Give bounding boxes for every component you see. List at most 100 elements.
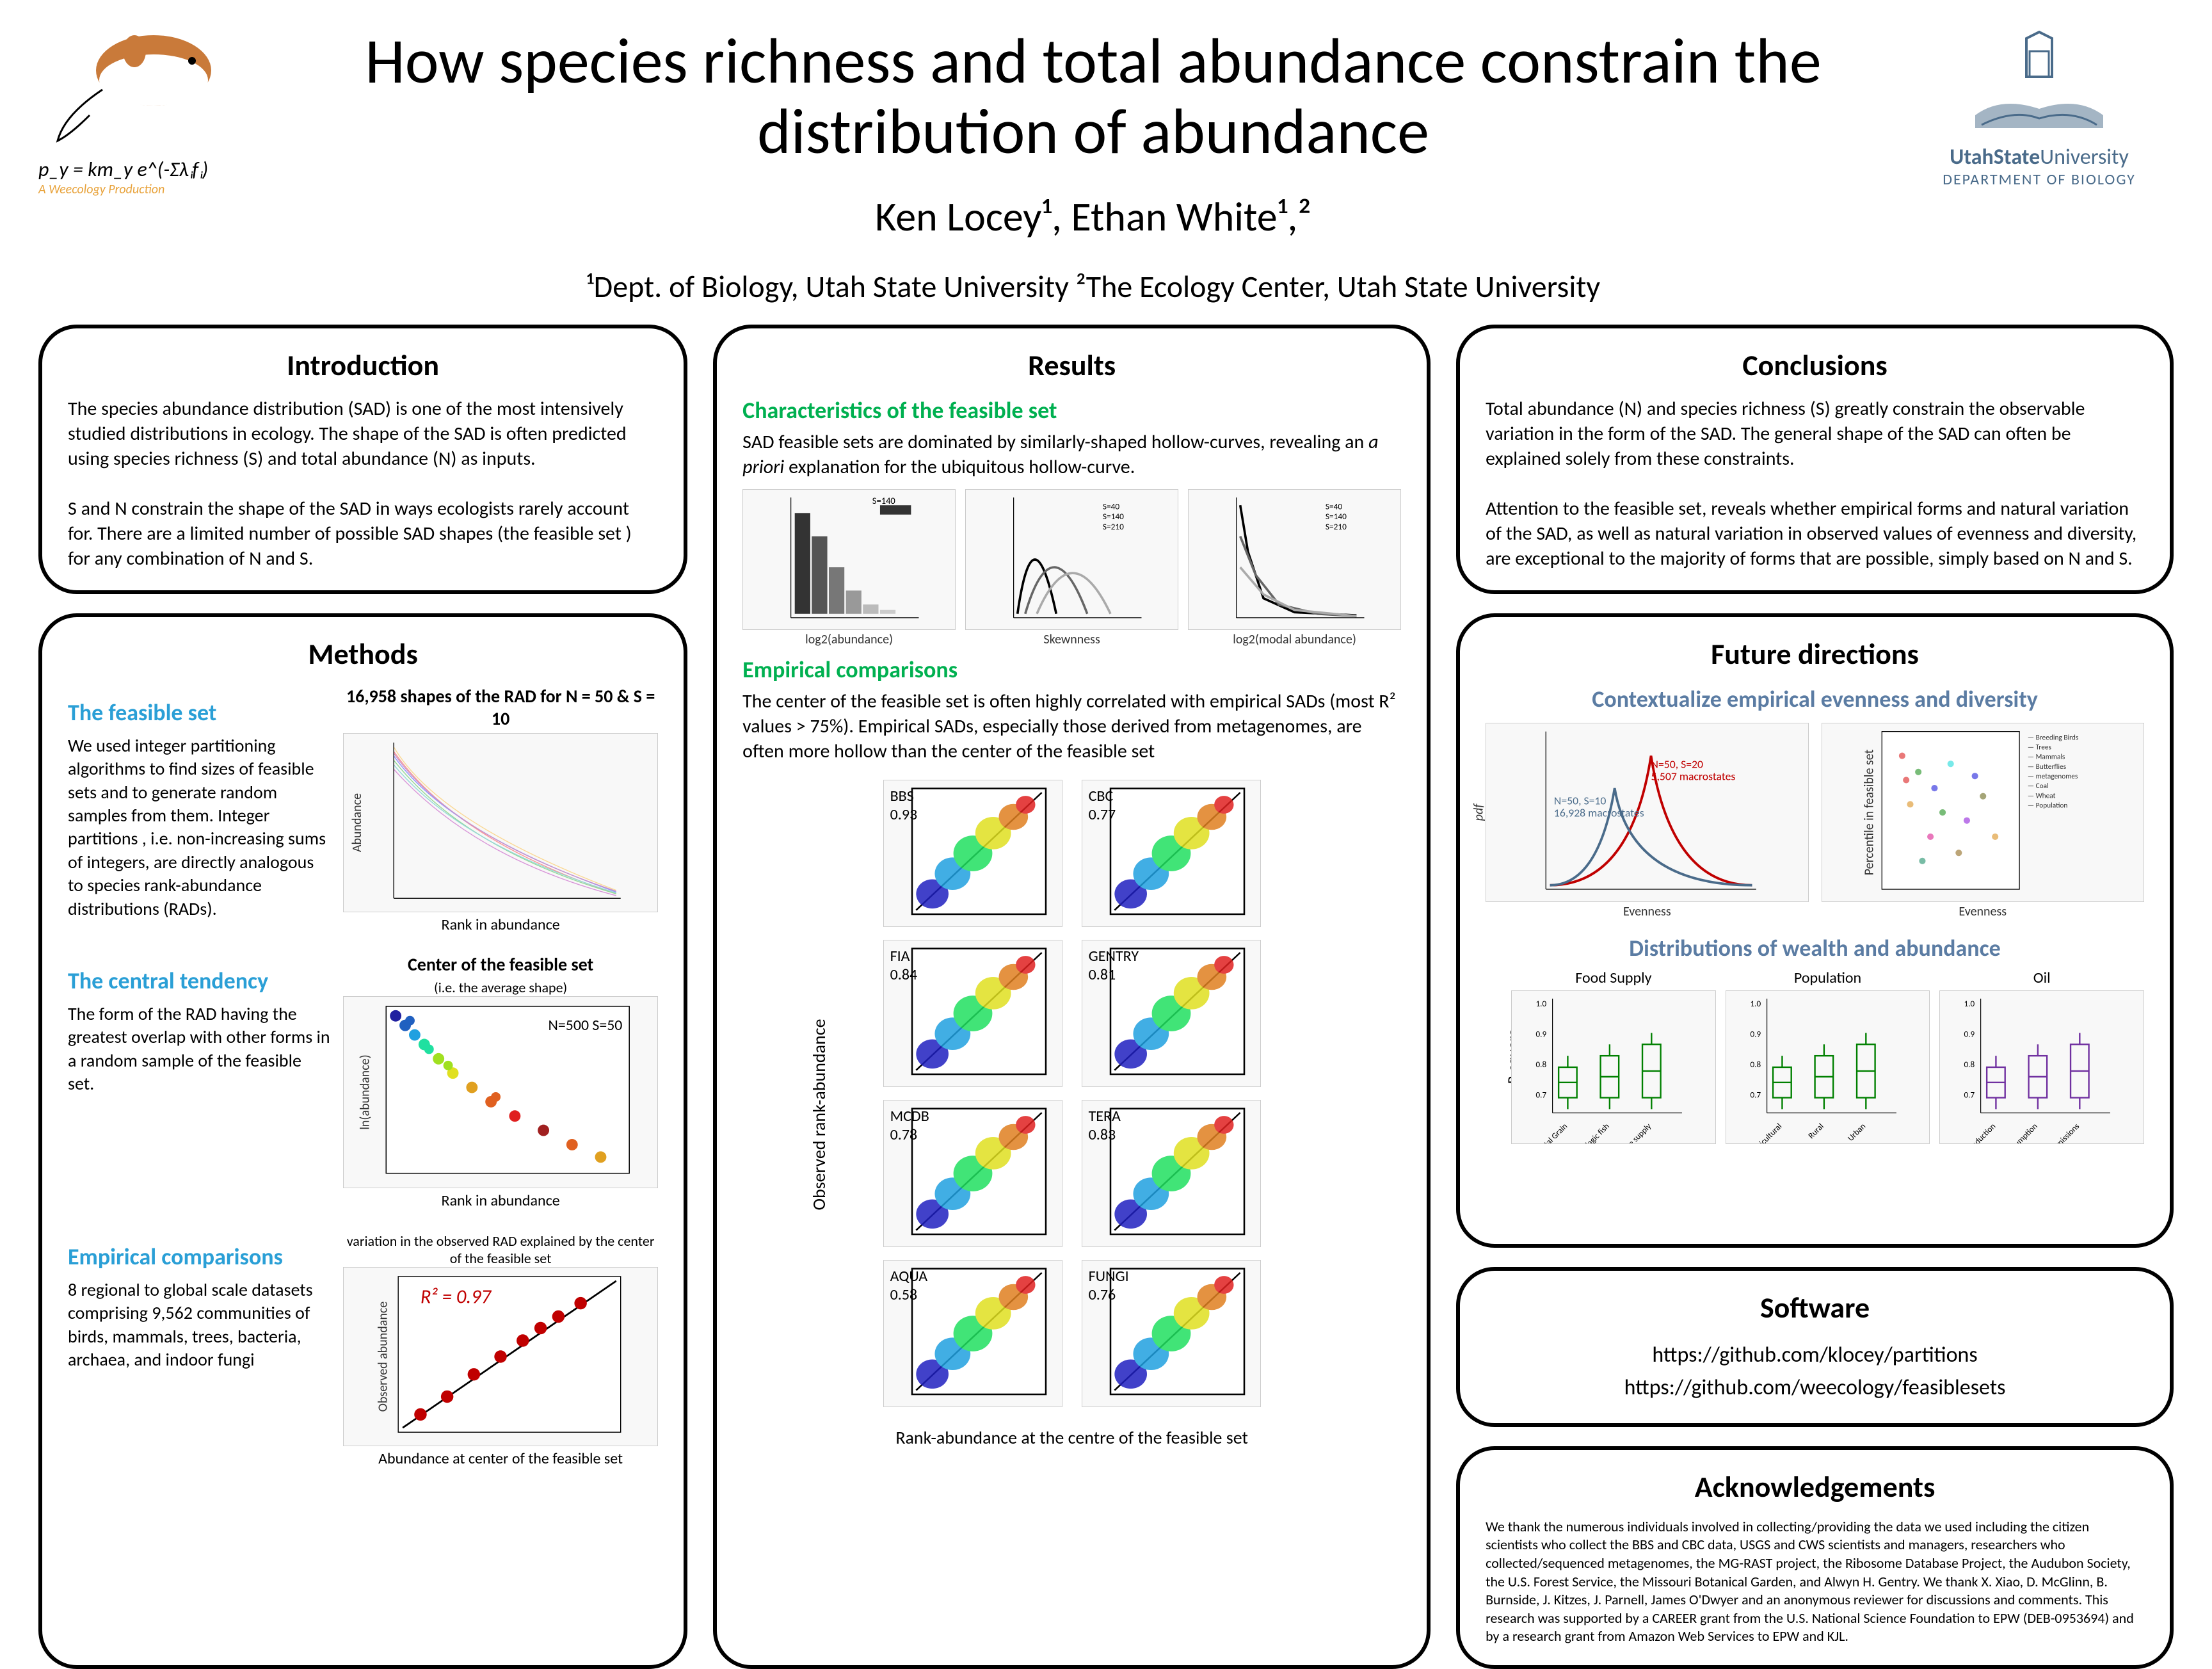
svg-text:Agricultural: Agricultural (1749, 1121, 1784, 1143)
scatter-gentry: GENTRY0.81 (1082, 940, 1261, 1087)
svg-text:— Trees: — Trees (2027, 743, 2051, 752)
methods-title: Methods (68, 636, 658, 672)
svg-text:1.0: 1.0 (1536, 999, 1547, 1009)
results-title: Results (742, 348, 1401, 383)
svg-text:Pelagic fish: Pelagic fish (1578, 1121, 1612, 1143)
svg-text:Rice supply: Rice supply (1619, 1121, 1654, 1143)
future-title: Future directions (1486, 636, 2144, 672)
weecology-caption: A Weecology Production (38, 182, 282, 197)
rad-xlabel: Rank in abundance (343, 915, 658, 934)
feasible-set-head: The feasible set (68, 698, 330, 728)
intro-p2: S and N constrain the shape of the SAD i… (68, 496, 658, 571)
svg-text:S=210: S=210 (1326, 521, 1347, 532)
svg-text:Rural: Rural (1806, 1121, 1826, 1141)
svg-text:1.0: 1.0 (1750, 999, 1761, 1009)
scatter-cbc: CBC0.77 (1082, 780, 1261, 927)
contextualize-head: Contextualize empirical evenness and div… (1486, 685, 2144, 713)
usu-logo: UtahStateUniversity DEPARTMENT OF BIOLOG… (1905, 26, 2174, 205)
scatter-aqua: AQUA0.58 (883, 1260, 1062, 1407)
software-title: Software (1486, 1290, 2144, 1326)
empirical-comp-head: Empirical comparisons (742, 656, 1401, 684)
boxplot-population: Population 1.0 0.9 0.8 0.7 Agricultural (1726, 969, 1930, 1144)
poster-header: p_y = km_y e^(-Σλᵢfᵢ) A Weecology Produc… (38, 26, 2174, 305)
acknowledgements-panel: Acknowledgements We thank the numerous i… (1456, 1446, 2174, 1669)
center-feasible-chart: N=500 S=50 ln(abundance) (343, 996, 658, 1188)
svg-text:5,507 macrostates: 5,507 macrostates (1651, 769, 1736, 783)
scatter-fia: FIA0.84 (883, 940, 1062, 1087)
svg-text:R² = 0.97: R² = 0.97 (421, 1286, 492, 1309)
skewness-chart: S=40 S=140 S=210 Skewnness (965, 489, 1178, 630)
svg-text:0.7: 0.7 (1964, 1090, 1975, 1101)
equation: p_y = km_y e^(-Σλᵢfᵢ) (38, 157, 282, 182)
r2-chart: R² = 0.97 Observed abundance (343, 1267, 658, 1446)
central-tendency-text: The form of the RAD having the greatest … (68, 1003, 330, 1096)
results-panel: Results Characteristics of the feasible … (713, 325, 1431, 1669)
introduction-panel: Introduction The species abundance distr… (38, 325, 687, 594)
svg-text:Production: Production (1964, 1121, 1998, 1143)
conclusions-p1: Total abundance (N) and species richness… (1486, 396, 2144, 471)
characteristics-text: SAD feasible sets are dominated by simil… (742, 430, 1401, 480)
svg-text:Urban: Urban (1845, 1121, 1868, 1143)
ack-text: We thank the numerous individuals involv… (1486, 1518, 2144, 1646)
poster-authors: Ken Locey¹, Ethan White¹,² (307, 192, 1879, 242)
modal-abundance-chart: S=40 S=140 S=210 log2(modal abundance) (1188, 489, 1401, 630)
svg-text:Consumption: Consumption (2001, 1121, 2040, 1143)
svg-text:— Wheat: — Wheat (2027, 791, 2055, 800)
intro-title: Introduction (68, 348, 658, 383)
svg-text:S=40: S=40 (1326, 501, 1342, 512)
ack-title: Acknowledgements (1486, 1469, 2144, 1505)
svg-text:— Mammals: — Mammals (2027, 753, 2065, 762)
svg-text:0.7: 0.7 (1536, 1090, 1547, 1101)
svg-text:— Breeding Birds: — Breeding Birds (2027, 733, 2078, 742)
empirical-comp-text: The center of the feasible set is often … (742, 689, 1401, 764)
svg-text:0.8: 0.8 (1536, 1060, 1547, 1070)
svg-text:0.9: 0.9 (1536, 1029, 1547, 1039)
svg-text:0.7: 0.7 (1750, 1090, 1761, 1101)
characteristics-head: Characteristics of the feasible set (742, 396, 1401, 424)
svg-text:S=140: S=140 (1103, 511, 1124, 522)
svg-text:S=140: S=140 (872, 495, 895, 506)
scatter-bbs: BBS0.93 (883, 780, 1062, 927)
boxplot-food-supply: Food Supply 1.0 0.9 0.8 0.7 Total Grain (1511, 969, 1716, 1144)
svg-text:N=500 S=50: N=500 S=50 (549, 1016, 623, 1035)
freq-hist-chart: S=140 log2(abundance) (742, 489, 956, 630)
wealth-head: Distributions of wealth and abundance (1486, 934, 2144, 962)
software-panel: Software https://github.com/klocey/parti… (1456, 1267, 2174, 1427)
poster-affiliations: ¹Dept. of Biology, Utah State University… (307, 268, 1879, 305)
svg-text:0.9: 0.9 (1964, 1029, 1975, 1039)
svg-text:0.8: 0.8 (1750, 1060, 1761, 1070)
svg-text:— Population: — Population (2027, 801, 2067, 810)
svg-text:— metagenomes: — metagenomes (2027, 772, 2078, 781)
evenness-pdf-chart: N=50, S=20 5,507 macrostates N=50, S=10 … (1486, 723, 1808, 902)
methods-panel: Methods The feasible set We used integer… (38, 613, 687, 1669)
evenness-percentile-chart: — Breeding Birds— Trees — Mammals— Butte… (1822, 723, 2144, 902)
feasible-set-text: We used integer partitioning algorithms … (68, 734, 330, 921)
scatter-fungi: FUNGI0.76 (1082, 1260, 1261, 1407)
rad-shapes-chart: Abundance (343, 733, 658, 912)
conclusions-title: Conclusions (1486, 348, 2144, 383)
svg-text:16,928 macrostates: 16,928 macrostates (1554, 805, 1644, 819)
poster-title: How species richness and total abundance… (307, 26, 1879, 166)
svg-text:0.8: 0.8 (1964, 1060, 1975, 1070)
software-link-1: https://github.com/klocey/partitions (1486, 1339, 2144, 1371)
intro-p1: The species abundance distribution (SAD)… (68, 396, 658, 471)
svg-text:S=40: S=40 (1103, 501, 1119, 512)
svg-text:S=210: S=210 (1103, 521, 1124, 532)
rad-chart-title: 16,958 shapes of the RAD for N = 50 & S … (343, 685, 658, 730)
scatter-mcdb: MCDB0.78 (883, 1100, 1062, 1247)
svg-text:CO2 emissions: CO2 emissions (2040, 1121, 2082, 1143)
software-link-2: https://github.com/weecology/feasibleset… (1486, 1371, 2144, 1404)
boxplot-oil: Oil 1.0 0.9 0.8 0.7 Production (1939, 969, 2144, 1144)
svg-text:— Coal: — Coal (2027, 782, 2048, 791)
weecology-logo: p_y = km_y e^(-Σλᵢfᵢ) A Weecology Produc… (38, 26, 282, 205)
center-chart-title: Center of the feasible set (343, 953, 658, 976)
svg-text:0.9: 0.9 (1750, 1029, 1761, 1039)
svg-text:Total Grain: Total Grain (1537, 1121, 1570, 1143)
svg-text:S=140: S=140 (1326, 511, 1347, 522)
future-panel: Future directions Contextualize empirica… (1456, 613, 2174, 1248)
svg-text:1.0: 1.0 (1964, 999, 1975, 1009)
conclusions-panel: Conclusions Total abundance (N) and spec… (1456, 325, 2174, 594)
central-tendency-head: The central tendency (68, 966, 330, 996)
conclusions-p2: Attention to the feasible set, reveals w… (1486, 496, 2144, 571)
svg-text:— Butterflies: — Butterflies (2027, 762, 2066, 771)
